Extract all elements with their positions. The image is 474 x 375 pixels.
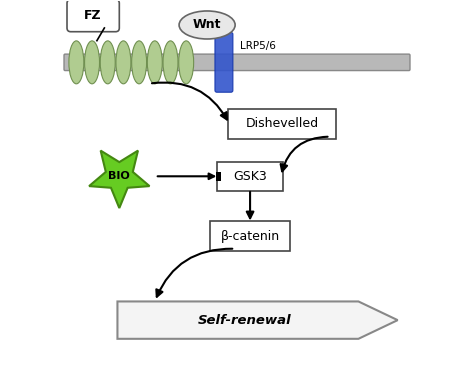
Polygon shape — [118, 302, 398, 339]
Ellipse shape — [69, 41, 84, 84]
Text: Self-renewal: Self-renewal — [198, 314, 292, 327]
Text: Dishevelled: Dishevelled — [245, 117, 319, 130]
FancyBboxPatch shape — [215, 33, 233, 92]
Text: GSK3: GSK3 — [233, 170, 267, 183]
Ellipse shape — [179, 11, 235, 39]
FancyBboxPatch shape — [218, 162, 283, 191]
Ellipse shape — [163, 41, 178, 84]
FancyBboxPatch shape — [67, 0, 119, 32]
Text: β-catenin: β-catenin — [220, 230, 280, 243]
FancyBboxPatch shape — [228, 110, 336, 138]
Ellipse shape — [132, 41, 146, 84]
Ellipse shape — [84, 41, 100, 84]
Text: LRP5/6: LRP5/6 — [240, 40, 276, 51]
Ellipse shape — [100, 41, 115, 84]
Polygon shape — [89, 151, 149, 208]
Text: FZ: FZ — [84, 9, 102, 22]
FancyBboxPatch shape — [64, 54, 410, 70]
Ellipse shape — [147, 41, 162, 84]
FancyBboxPatch shape — [58, 8, 416, 367]
Text: Wnt: Wnt — [193, 18, 221, 32]
FancyBboxPatch shape — [210, 222, 290, 251]
Ellipse shape — [179, 41, 194, 84]
Polygon shape — [216, 172, 221, 181]
Ellipse shape — [116, 41, 131, 84]
Text: BIO: BIO — [109, 171, 130, 181]
